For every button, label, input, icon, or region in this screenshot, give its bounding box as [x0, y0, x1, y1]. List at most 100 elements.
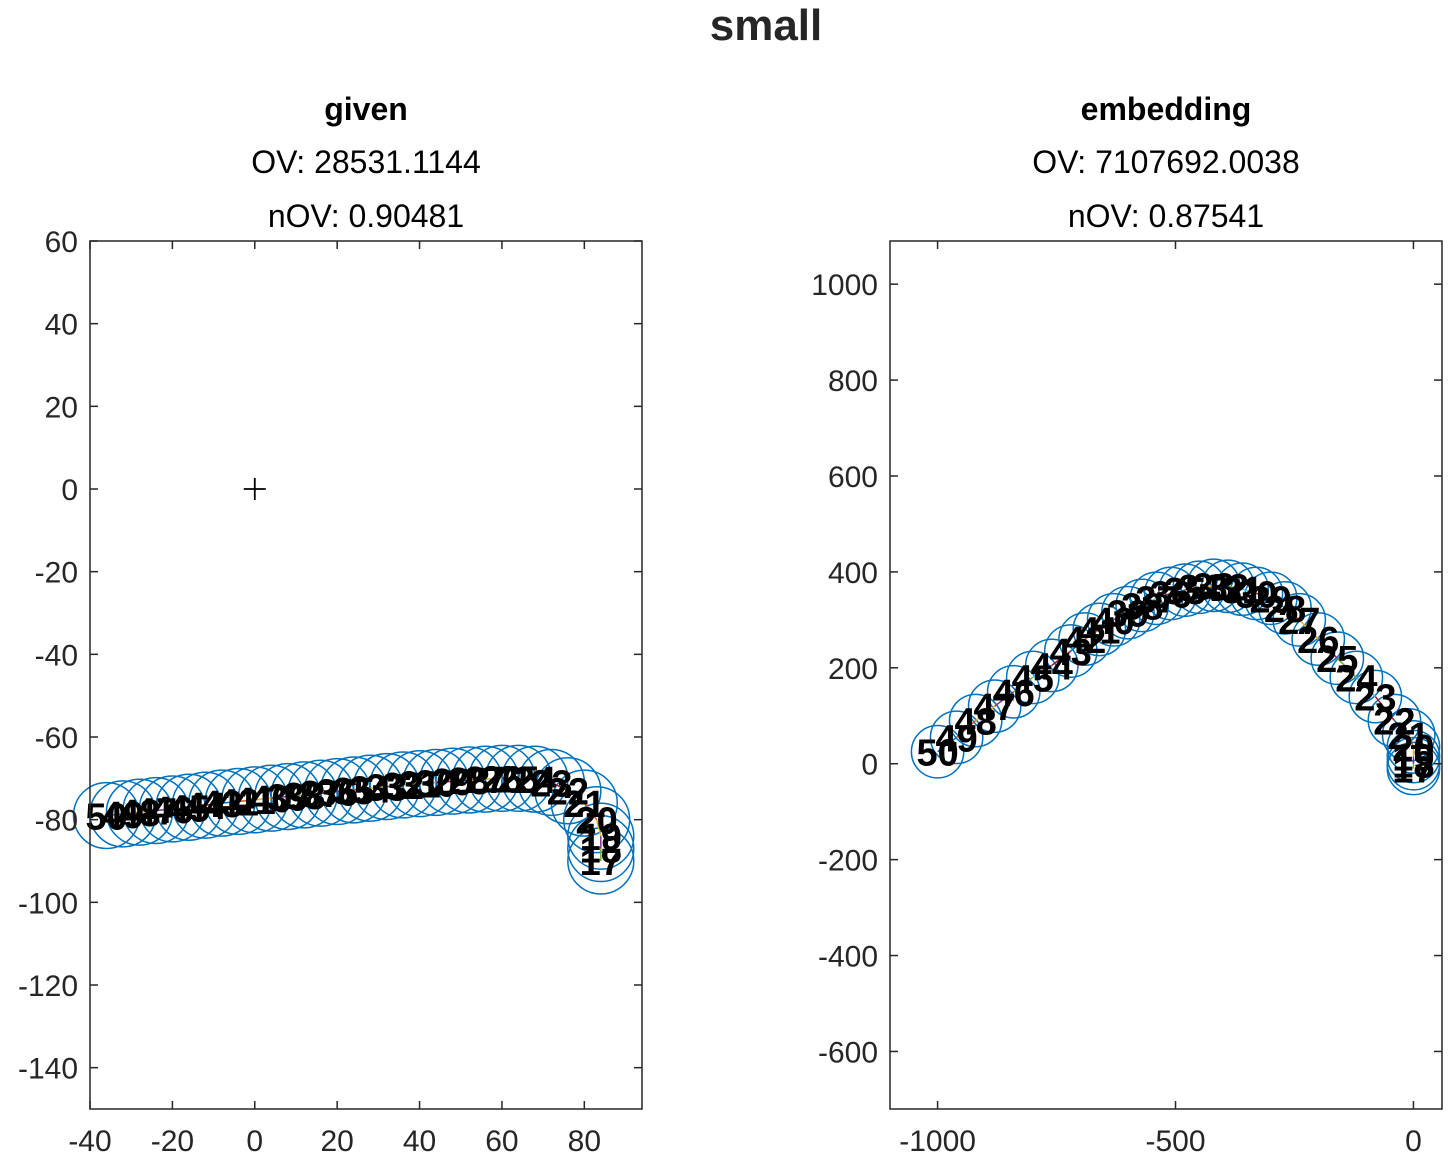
trajectory-segment: [1156, 592, 1171, 599]
axes-embedding: embedding OV: 7107692.0038 nOV: 0.87541 …: [811, 91, 1443, 1158]
trajectory-segment: [1213, 584, 1228, 588]
point-label: 27: [464, 760, 506, 802]
y-tick-label: 20: [45, 391, 78, 424]
trajectory-segment: [1298, 619, 1319, 640]
trajectory-segment: [386, 784, 404, 788]
point-label: 38: [283, 776, 325, 818]
point-label: 18: [580, 830, 622, 872]
trajectory-segment: [1032, 664, 1053, 679]
trajectory-segment: [485, 777, 502, 780]
point-circle: [967, 679, 1022, 734]
trajectory-segment: [139, 809, 156, 813]
trajectory-segment: [304, 792, 321, 796]
point-circle: [534, 757, 602, 825]
point-label: 47: [135, 792, 177, 834]
point-circle: [1258, 580, 1312, 635]
y-tick-label: 400: [828, 557, 878, 590]
point-label: 46: [151, 790, 193, 832]
trajectory-segment: [1270, 597, 1286, 609]
trajectory-segment: [320, 790, 338, 794]
point-label: 22: [1373, 702, 1415, 744]
point-circle: [1310, 631, 1365, 686]
point-label: 48: [955, 702, 997, 744]
point-label: 37: [300, 774, 342, 816]
axes-box-given: [89, 240, 643, 1110]
trajectory-segment: [106, 813, 124, 817]
point-circle: [1115, 578, 1170, 633]
point-circle: [1329, 650, 1384, 705]
point-label: 50: [85, 797, 127, 839]
x-tick-label: -40: [68, 1125, 111, 1158]
point-circle: [1086, 592, 1141, 647]
point-circle: [986, 664, 1041, 719]
point-label: 50: [916, 733, 958, 775]
trajectory-segment: [534, 778, 552, 784]
point-label: 43: [201, 784, 243, 826]
trajectory-segment: [1393, 720, 1410, 736]
point-label: 30: [415, 763, 457, 805]
point-label: 25: [497, 759, 539, 801]
point-label: 17: [580, 842, 622, 884]
point-label: 36: [1150, 574, 1192, 616]
point-label: 41: [234, 781, 276, 823]
point-label: 37: [1135, 579, 1177, 621]
trajectory-segment: [1355, 676, 1376, 698]
trajectory-segment: [1199, 584, 1214, 588]
trajectory-segment: [1170, 589, 1186, 595]
point-label: 20: [1392, 728, 1434, 770]
y-tick-label: 60: [45, 226, 78, 259]
point-circle: [155, 773, 223, 841]
axes-subtitle-ov: OV: 28531.1144: [251, 144, 481, 180]
point-circle: [550, 769, 619, 837]
axes-title-embedding: embedding: [1081, 91, 1252, 127]
point-label: 36: [316, 773, 358, 815]
point-circle: [1243, 571, 1298, 626]
trajectory-segment: [1141, 597, 1157, 607]
point-circle: [567, 827, 635, 895]
y-tick-label: -600: [818, 1036, 878, 1069]
point-label: 39: [1107, 594, 1149, 636]
point-circle: [567, 814, 635, 883]
point-label: 23: [530, 763, 572, 805]
x-tick-label: -1000: [899, 1125, 976, 1158]
point-label: 18: [1392, 745, 1434, 787]
trajectory-segment: [567, 790, 585, 804]
point-label: 33: [365, 768, 407, 810]
point-label: 32: [382, 766, 424, 808]
axes-box-embedding: [889, 240, 1443, 1110]
trajectory-segment: [287, 794, 305, 798]
point-circle: [1101, 585, 1155, 640]
point-label: 31: [398, 765, 440, 807]
point-circle: [1043, 624, 1098, 678]
point-circle: [517, 748, 586, 817]
y-tick-label: 600: [828, 461, 878, 494]
y-tick-label: -120: [18, 970, 78, 1003]
point-label: 48: [118, 793, 160, 835]
point-label: 24: [1335, 658, 1377, 700]
point-circle: [1272, 592, 1327, 647]
point-label: 41: [1078, 610, 1120, 652]
point-label: 24: [514, 760, 556, 802]
point-label: 40: [1093, 601, 1135, 643]
trajectory-segment: [1113, 611, 1129, 621]
point-circle: [1348, 669, 1403, 724]
point-circle: [1386, 741, 1441, 796]
trajectory-segment: [155, 808, 173, 812]
trajectory-segment: [583, 802, 598, 821]
point-label: 43: [1050, 632, 1092, 674]
point-label: 28: [448, 761, 490, 803]
point-circle: [138, 775, 207, 843]
point-label: 39: [267, 778, 309, 820]
point-label: 21: [1388, 716, 1430, 758]
point-label: 45: [1012, 658, 1054, 700]
trajectory-segment: [1098, 619, 1115, 631]
axes-subtitle-nov: nOV: 0.90481: [268, 198, 464, 234]
trajectory-segment: [254, 797, 272, 801]
trajectory-segment: [188, 804, 206, 809]
point-label: 35: [333, 771, 375, 813]
point-label: 34: [349, 769, 391, 811]
point-label: 33: [1192, 566, 1234, 608]
trajectory-segment: [205, 802, 222, 806]
point-label: 45: [168, 788, 210, 830]
trajectory-segment: [1084, 628, 1100, 640]
